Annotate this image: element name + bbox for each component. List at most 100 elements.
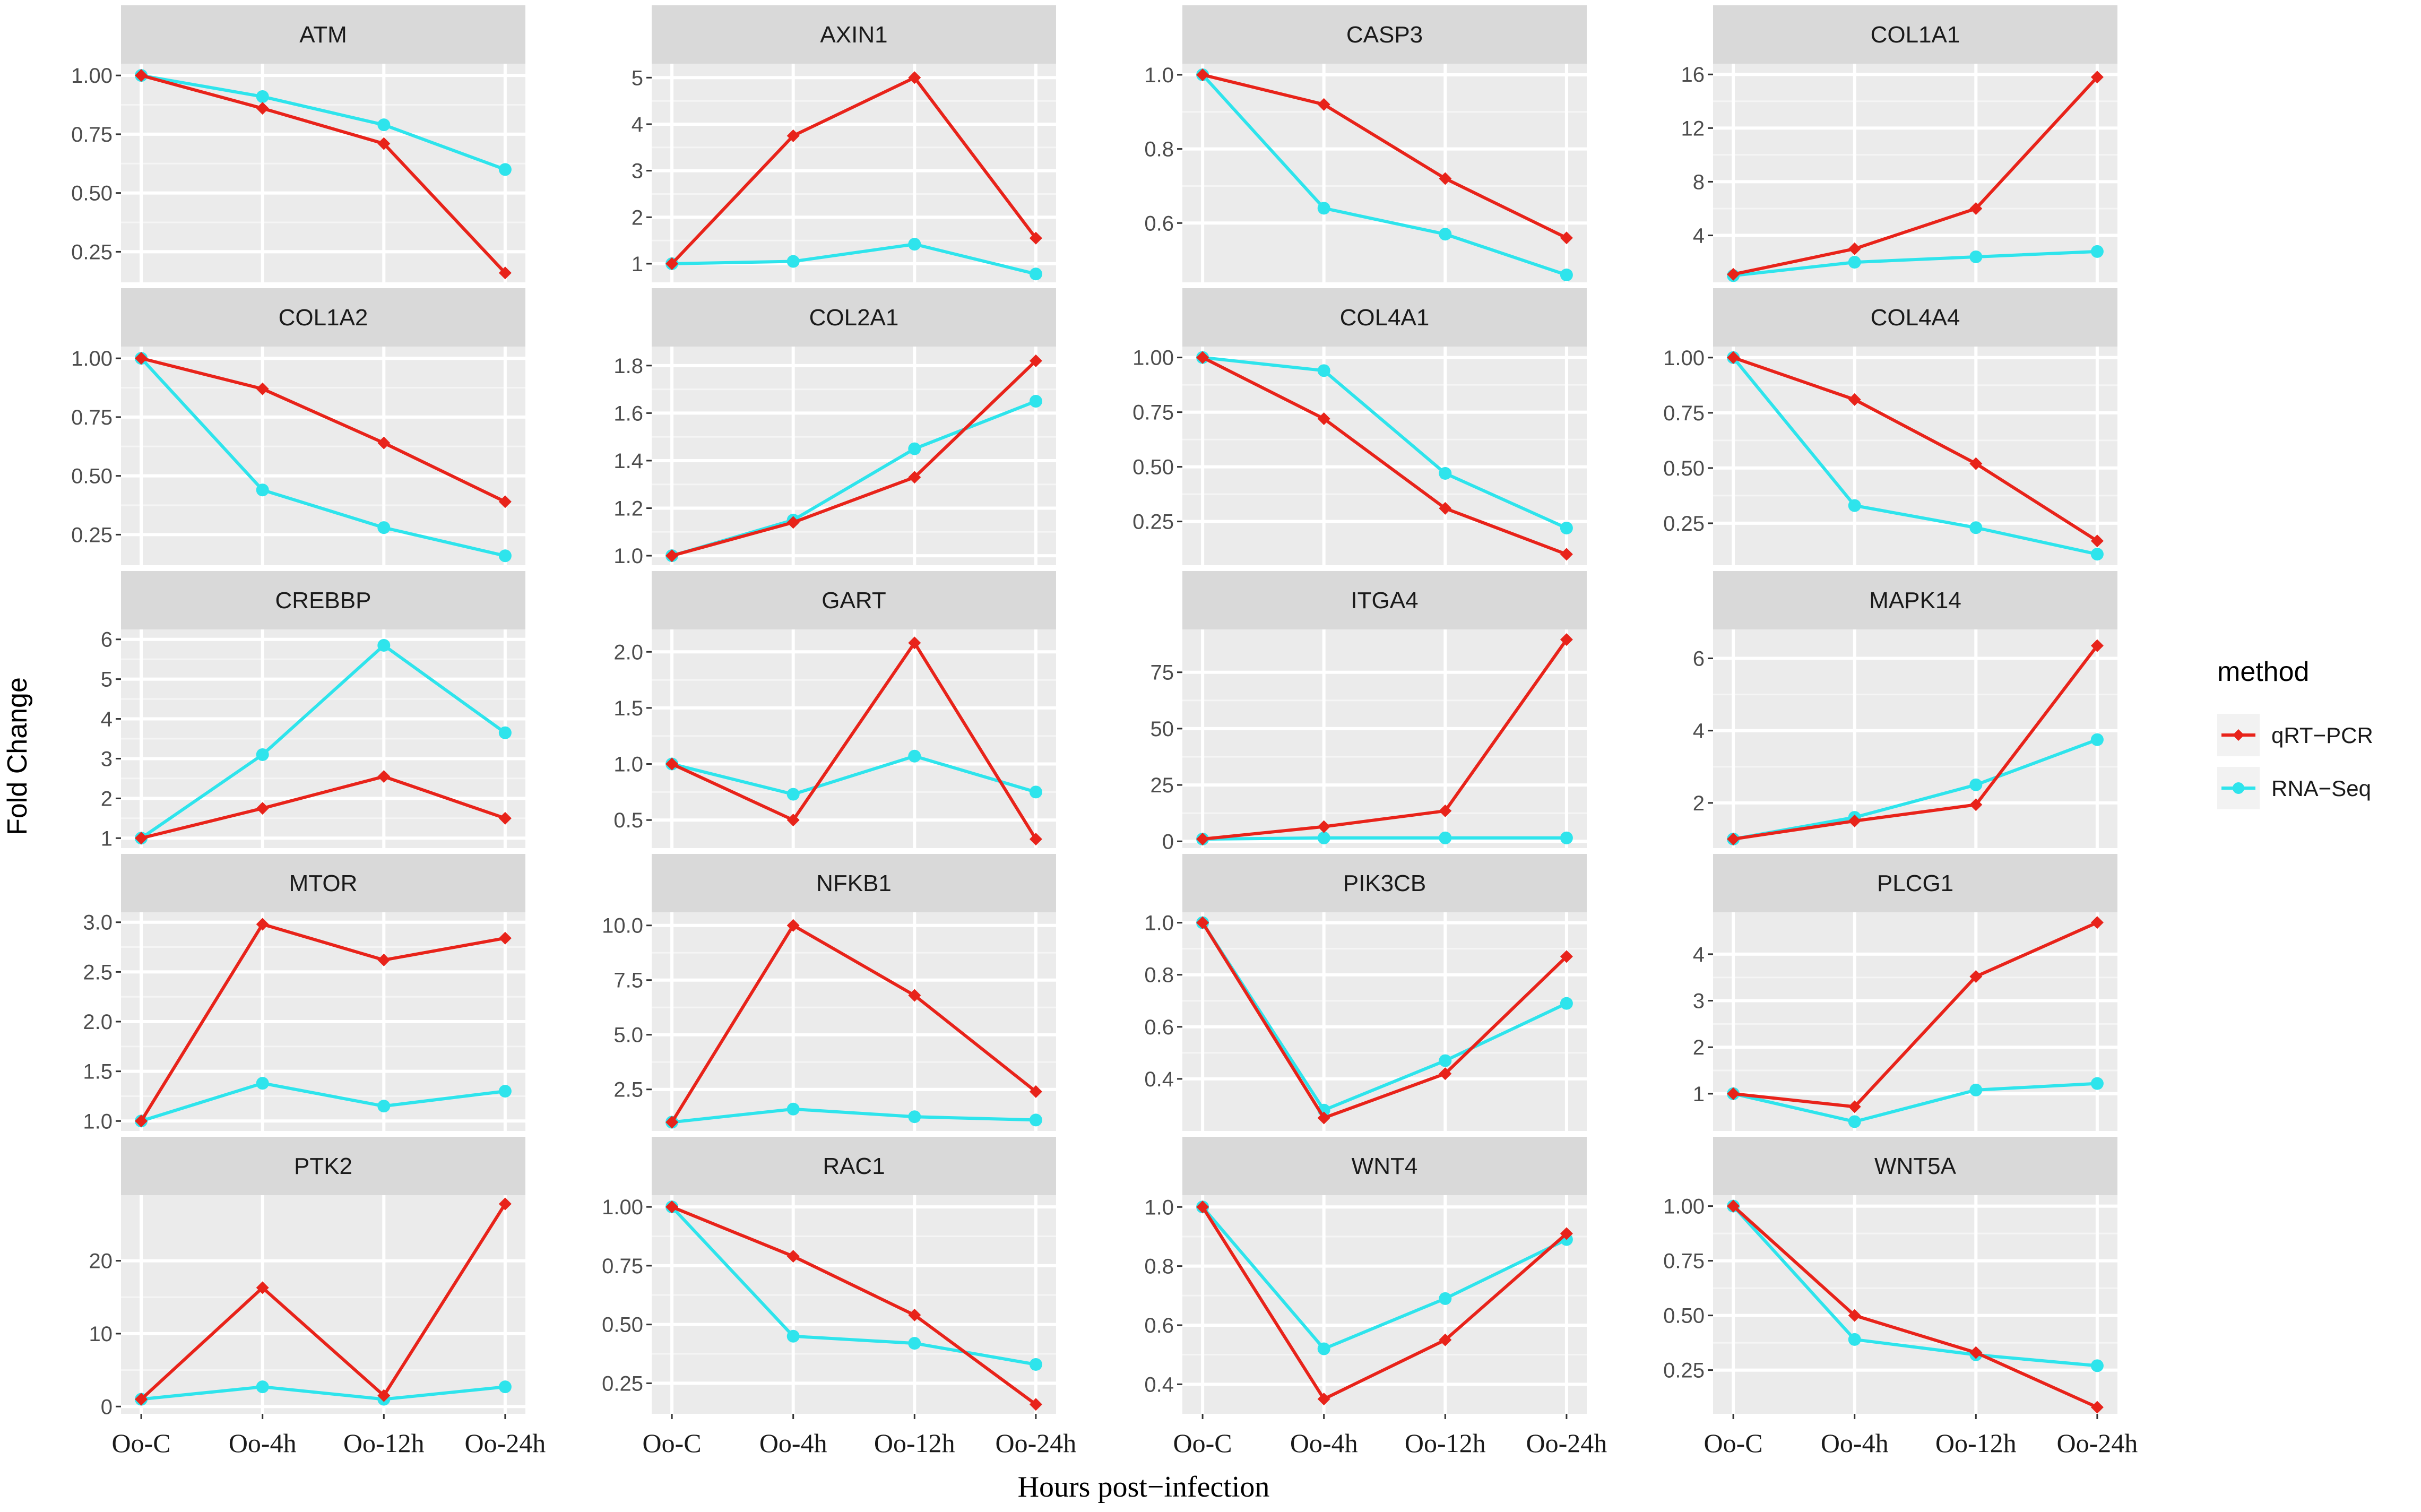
- facet-strip: [1713, 288, 2117, 347]
- y-tick-label: 1.00: [71, 347, 113, 370]
- facet-strip-label: ATM: [299, 22, 347, 48]
- panel-axin1: AXIN1 1 2 3 4 5: [632, 5, 1056, 282]
- x-tick-label: Oo-24h: [2057, 1428, 2138, 1458]
- data-point-qrt-pcr: [908, 1308, 921, 1321]
- y-tick-label: 5: [101, 668, 113, 692]
- facet-strip: [1182, 571, 1587, 629]
- data-point-qrt-pcr: [377, 436, 391, 450]
- data-point-rna-seq: [377, 1100, 391, 1113]
- series-line-qrt-pcr: [671, 359, 1037, 557]
- y-tick-label: 1.8: [613, 355, 643, 378]
- y-tick-label: 0.6: [1144, 1314, 1174, 1337]
- data-point-rna-seq: [1969, 778, 1983, 791]
- series-line-rna-seq: [1732, 356, 2098, 556]
- y-tick-label: 1.2: [613, 497, 643, 521]
- plot-background: [652, 347, 1056, 565]
- panel-gart: GART 0.5 1.0 1.5 2.0: [613, 571, 1056, 848]
- y-tick-label: 50: [1151, 718, 1174, 741]
- data-point-qrt-pcr: [135, 69, 148, 82]
- data-point-qrt-pcr: [256, 1281, 269, 1294]
- legend-key-marker: [2233, 729, 2244, 741]
- data-point-qrt-pcr: [786, 129, 800, 142]
- panel-col4a4: COL4A4 0.25 0.50 0.75 1.00: [1663, 288, 2117, 565]
- data-point-qrt-pcr: [1029, 833, 1042, 846]
- facet-strip-label: PTK2: [294, 1153, 352, 1179]
- y-tick-label: 1.0: [613, 753, 643, 776]
- y-tick-label: 1.5: [613, 697, 643, 720]
- data-point-qrt-pcr: [377, 770, 391, 783]
- data-point-qrt-pcr: [377, 137, 391, 150]
- x-tick-label: Oo-4h: [1821, 1428, 1889, 1458]
- data-point-rna-seq: [908, 1110, 921, 1124]
- series-line-rna-seq: [141, 1082, 506, 1123]
- y-tick-label: 0.6: [1144, 212, 1174, 235]
- data-point-rna-seq: [498, 1380, 512, 1394]
- plot-background: [121, 64, 525, 282]
- series-line-rna-seq: [1203, 836, 1567, 841]
- y-tick-label: 1.0: [1144, 1196, 1174, 1219]
- series-line-qrt-pcr: [140, 922, 506, 1122]
- x-tick-label: Oo-4h: [759, 1428, 827, 1458]
- data-point-qrt-pcr: [1196, 68, 1209, 81]
- data-point-rna-seq: [1560, 269, 1573, 282]
- y-tick-label: 6: [1693, 647, 1705, 670]
- data-point-qrt-pcr: [1029, 1085, 1042, 1098]
- data-point-rna-seq: [1439, 831, 1452, 844]
- data-point-rna-seq: [256, 748, 269, 761]
- y-tick-label: 25: [1151, 774, 1174, 797]
- data-point-rna-seq: [377, 118, 391, 132]
- facet-strip: [1713, 854, 2117, 912]
- y-tick-label: 0: [101, 1395, 113, 1419]
- data-point-qrt-pcr: [1969, 202, 1983, 215]
- y-tick-label: 4: [1693, 720, 1705, 743]
- data-point-rna-seq: [1848, 1333, 1861, 1346]
- y-tick-label: 0.4: [1144, 1373, 1174, 1396]
- data-point-rna-seq: [377, 638, 391, 652]
- facet-strip-label: AXIN1: [820, 22, 887, 48]
- plot-background: [121, 347, 525, 565]
- series-line-qrt-pcr: [1202, 73, 1568, 239]
- panel-col2a1: COL2A1 1.0 1.2 1.4 1.6 1.8: [613, 288, 1056, 568]
- data-point-rna-seq: [2090, 1077, 2104, 1090]
- panel-col4a1: COL4A1 0.25 0.50 0.75 1.00: [1132, 288, 1587, 565]
- data-point-rna-seq: [1439, 466, 1452, 480]
- y-tick-label: 5.0: [613, 1024, 643, 1047]
- data-point-qrt-pcr: [908, 989, 921, 1002]
- plot-background: [652, 912, 1056, 1131]
- data-point-qrt-pcr: [2090, 916, 2104, 929]
- data-point-qrt-pcr: [1029, 1398, 1042, 1411]
- data-point-qrt-pcr: [1848, 814, 1861, 827]
- data-point-qrt-pcr: [1317, 820, 1330, 833]
- legend-entry-label: qRT−PCR: [2271, 723, 2373, 748]
- y-tick-label: 0.8: [1144, 138, 1174, 161]
- data-point-qrt-pcr: [2090, 639, 2104, 652]
- y-tick-label: 3.0: [83, 911, 113, 935]
- plot-background: [1182, 64, 1587, 282]
- panel-mapk14: MAPK14 2 4 6: [1693, 571, 2117, 848]
- data-point-qrt-pcr: [1560, 950, 1573, 963]
- data-point-qrt-pcr: [377, 953, 391, 966]
- facet-strip-label: MTOR: [289, 870, 358, 896]
- data-point-qrt-pcr: [1727, 267, 1740, 281]
- facet-strip: [121, 5, 525, 64]
- series-line-rna-seq: [1733, 1082, 2098, 1124]
- data-point-qrt-pcr: [1560, 548, 1573, 561]
- facet-strip-label: COL1A2: [279, 305, 368, 331]
- facet-strip: [121, 1137, 525, 1195]
- data-point-qrt-pcr: [1196, 1200, 1209, 1214]
- data-point-qrt-pcr: [1439, 1067, 1452, 1081]
- series-line-qrt-pcr: [1733, 921, 2098, 1109]
- series-line-qrt-pcr: [671, 641, 1037, 840]
- series-line-qrt-pcr: [1201, 356, 1567, 556]
- x-tick-label: Oo-12h: [1405, 1428, 1486, 1458]
- series-line-rna-seq: [140, 357, 506, 558]
- y-tick-label: 4: [632, 113, 643, 136]
- facet-strip: [1182, 1137, 1587, 1195]
- plot-background: [1713, 64, 2117, 282]
- data-point-qrt-pcr: [1196, 833, 1209, 846]
- data-point-rna-seq: [2090, 245, 2104, 258]
- data-point-qrt-pcr: [1317, 1111, 1330, 1125]
- panel-col1a1: COL1A1 4 8 12 16: [1681, 5, 2117, 282]
- data-point-qrt-pcr: [1317, 1393, 1330, 1406]
